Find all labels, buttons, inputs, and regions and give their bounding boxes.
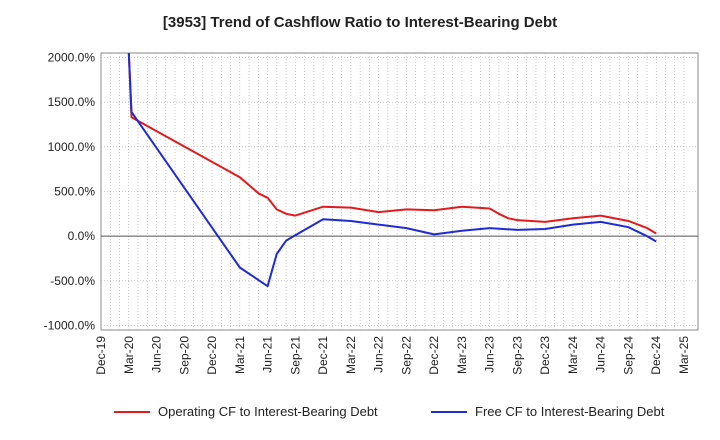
x-tick-label: Mar-22	[344, 336, 358, 374]
grid-layer	[100, 53, 698, 330]
x-tick-label: Jun-20	[150, 336, 164, 373]
x-tick-label: Dec-19	[94, 336, 108, 375]
x-tick-label: Sep-20	[177, 336, 191, 375]
x-tick-label: Jun-23	[483, 336, 497, 373]
x-tick-label: Dec-20	[205, 336, 219, 375]
x-tick-label: Sep-22	[399, 336, 413, 375]
y-tick-label: 0.0%	[68, 229, 96, 243]
legend-label-free-cf: Free CF to Interest-Bearing Debt	[475, 404, 665, 419]
x-tick-label: Dec-22	[427, 336, 441, 375]
x-tick-labels: Dec-19 Mar-20 Jun-20 Sep-20 Dec-20 Mar-21 Jun-…	[94, 336, 691, 375]
y-tick-labels: 2000.0% 1500.0% 1000.0% 500.0% 0.0% -500.0% -1…	[44, 50, 96, 332]
legend-item-free-cf: Free CF to Interest-Bearing Debt	[431, 404, 664, 419]
x-tick-label: Dec-23	[538, 336, 552, 375]
x-tick-label: Mar-24	[566, 336, 580, 374]
series-line-operating-cf	[127, 53, 657, 235]
legend-label-operating-cf: Operating CF to Interest-Bearing Debt	[158, 404, 378, 419]
x-tick-label: Sep-24	[621, 336, 635, 375]
legend-swatch-operating-cf	[114, 410, 150, 413]
y-tick-label: 1500.0%	[48, 95, 96, 109]
x-tick-label: Jun-22	[372, 336, 386, 373]
legend: Operating CF to Interest-Bearing Debt Fr…	[0, 404, 720, 426]
y-tick-label: 500.0%	[54, 185, 95, 199]
y-tick-label: 2000.0%	[48, 50, 96, 64]
y-tick-label: 1000.0%	[48, 140, 96, 154]
series-layer	[127, 53, 657, 288]
chart-title: [3953] Trend of Cashflow Ratio to Intere…	[162, 14, 558, 31]
y-tick-label: -1000.0%	[44, 319, 96, 333]
x-tick-label: Mar-21	[233, 336, 247, 374]
x-tick-label: Mar-25	[677, 336, 691, 374]
series-line-free-cf	[127, 53, 657, 288]
x-tick-label: Jun-21	[261, 336, 275, 373]
x-tick-label: Mar-20	[122, 336, 136, 374]
legend-swatch-free-cf	[431, 410, 467, 413]
x-tick-label: Dec-21	[316, 336, 330, 375]
x-tick-label: Mar-23	[455, 336, 469, 374]
x-tick-label: Sep-23	[510, 336, 524, 375]
x-tick-label: Dec-24	[649, 336, 663, 375]
x-tick-label: Sep-21	[288, 336, 302, 375]
legend-item-operating-cf: Operating CF to Interest-Bearing Debt	[114, 404, 378, 419]
x-tick-label: Jun-24	[594, 336, 608, 373]
y-tick-label: -500.0%	[50, 274, 95, 288]
